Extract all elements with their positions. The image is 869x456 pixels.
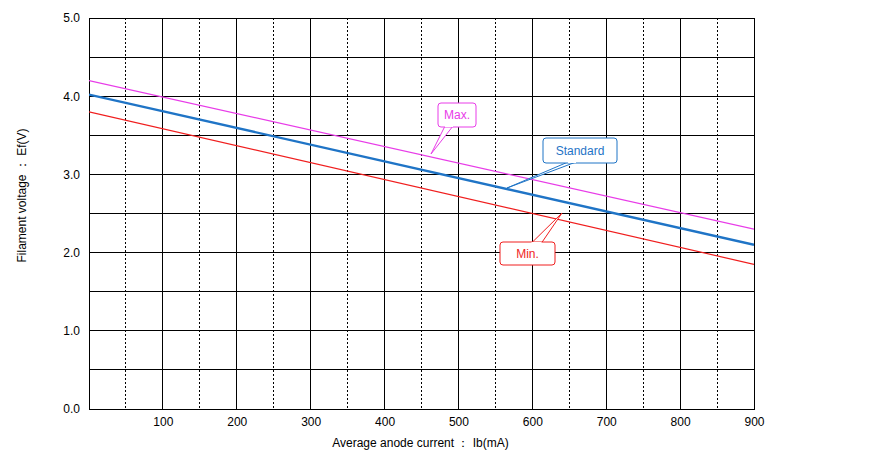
- callout-label: Max.: [444, 108, 470, 122]
- tick: 300: [301, 409, 321, 429]
- chart: 100 200 300 400 500 600 700 800 900 0.0 1.0 2.0 3.0 4…: [0, 0, 869, 456]
- tick-label: 200: [227, 415, 247, 429]
- tick: 2.0: [63, 246, 89, 260]
- tick: 900: [744, 409, 764, 429]
- tick: 4.0: [63, 90, 89, 104]
- grid-line-y: [89, 252, 754, 253]
- tick: 0.0: [63, 402, 89, 416]
- callout-box: [438, 103, 476, 127]
- series-line: [89, 81, 754, 230]
- tick-label: 800: [671, 415, 691, 429]
- tick-label: 4.0: [63, 90, 80, 104]
- callout-pointer: [532, 213, 563, 243]
- tick: 500: [449, 409, 469, 429]
- x-axis: 100 200 300 400 500 600 700 800 900: [90, 409, 765, 429]
- plot: 100 200 300 400 500 600 700 800 900 0.0 1.0 2.0 3.0 4…: [63, 11, 765, 428]
- grid: [89, 18, 754, 409]
- callout-pointer: [507, 162, 576, 188]
- tick: 1.0: [63, 324, 89, 338]
- grid-line-y: [89, 57, 754, 58]
- tick: 3.0: [63, 168, 89, 182]
- callout-label: Standard: [556, 144, 605, 158]
- tick: 700: [597, 409, 617, 429]
- grid-line-y: [89, 213, 754, 214]
- grid-line-y: [89, 369, 754, 370]
- callout-box: [543, 138, 617, 163]
- callout-pointer: [431, 126, 453, 154]
- tick-label: 5.0: [63, 11, 80, 25]
- callout-label: Min.: [516, 247, 539, 261]
- grid-line-y: [89, 174, 754, 175]
- series-lines: [89, 81, 754, 265]
- tick-label: 2.0: [63, 246, 80, 260]
- tick: 5.0: [63, 11, 89, 25]
- callout-seam: [568, 161, 576, 163]
- tick-label: 100: [153, 415, 173, 429]
- tick-label: 1.0: [63, 324, 80, 338]
- tick: 400: [375, 409, 395, 429]
- y-axis: 0.0 1.0 2.0 3.0 4.0 5.0: [63, 11, 89, 416]
- plot-frame: [89, 18, 754, 409]
- tick-label: 500: [449, 415, 469, 429]
- tick-label: 700: [597, 415, 617, 429]
- series-line: [89, 95, 754, 245]
- tick-label: 900: [744, 415, 764, 429]
- tick-label: 300: [301, 415, 321, 429]
- callouts: Max. Standard Min.: [431, 103, 617, 265]
- tick-label: 600: [523, 415, 543, 429]
- y-axis-title: Filament voltage ： Ef(V): [15, 128, 29, 262]
- tick: 600: [523, 409, 543, 429]
- grid-line-y: [89, 330, 754, 331]
- tick-label: 400: [375, 415, 395, 429]
- callout-seam: [445, 125, 453, 127]
- grid-line-y: [89, 291, 754, 292]
- tick: 800: [671, 409, 691, 429]
- plot-background: [89, 18, 754, 409]
- grid-line-y: [89, 96, 754, 97]
- callout-seam: [532, 242, 542, 244]
- series-line: [89, 112, 754, 264]
- callout-box: [500, 242, 555, 265]
- tick-label: 0.0: [63, 402, 80, 416]
- tick: 200: [227, 409, 247, 429]
- x-axis-title: Average anode current ： Ib(mA): [332, 436, 509, 450]
- tick-label: 3.0: [63, 168, 80, 182]
- tick: 100: [153, 409, 173, 429]
